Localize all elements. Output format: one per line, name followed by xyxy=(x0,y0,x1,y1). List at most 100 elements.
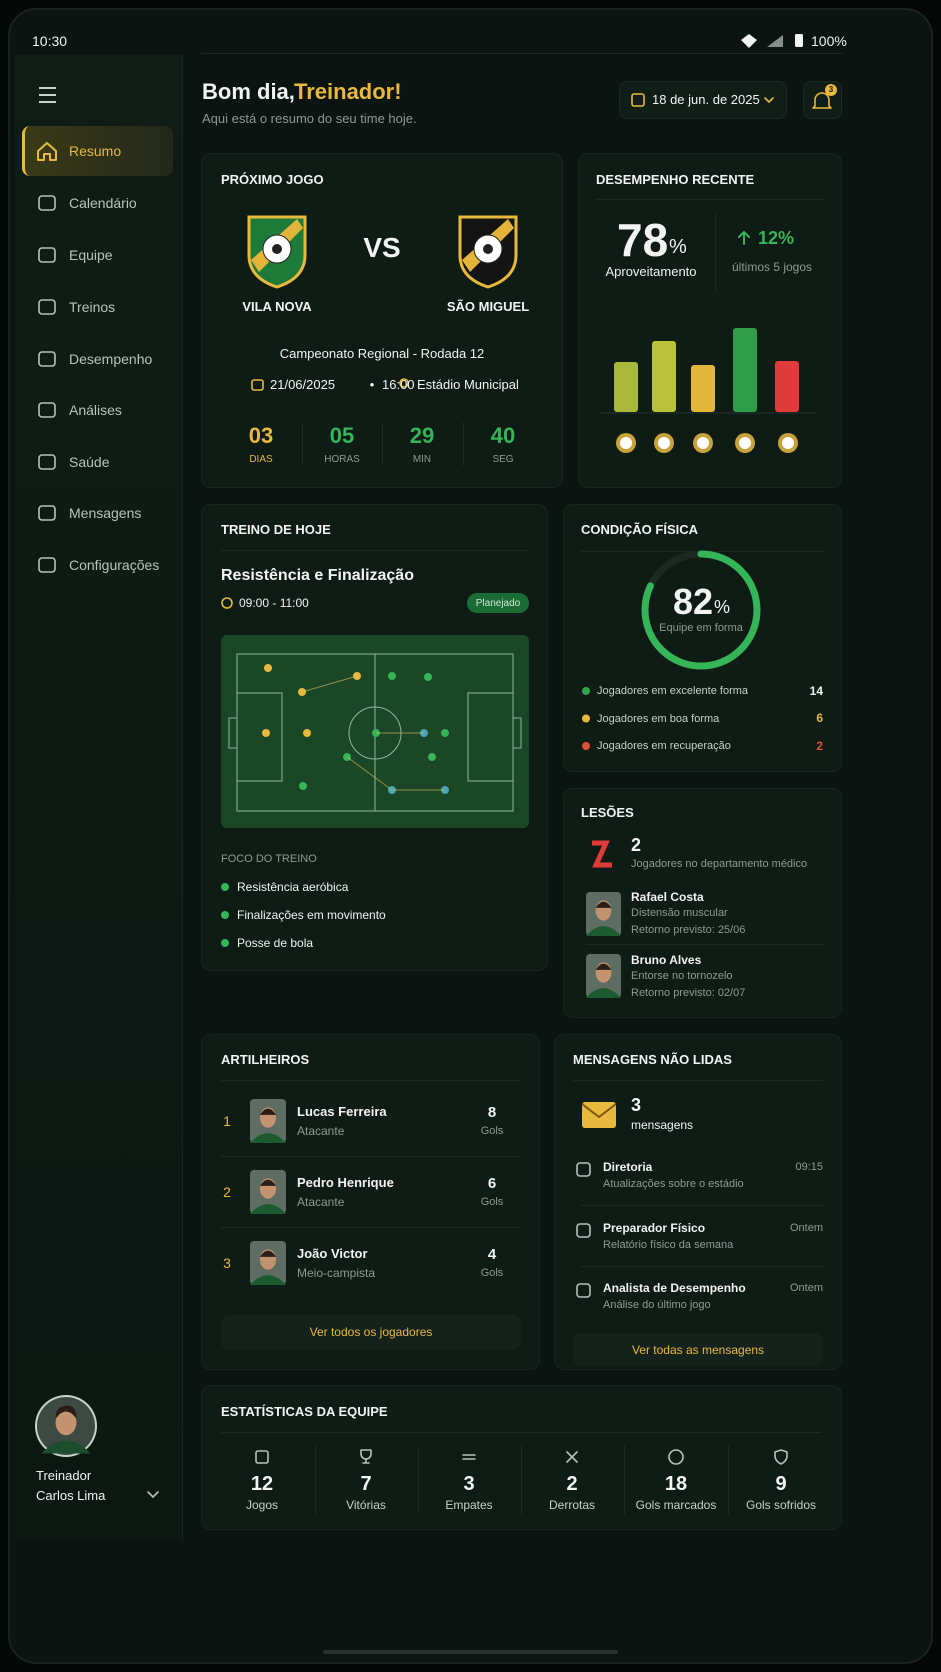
stat-label: Derrotas xyxy=(548,1497,596,1512)
divider xyxy=(573,1080,823,1081)
date-label[interactable]: 18 de jun. de 2025 xyxy=(652,92,760,107)
divider xyxy=(315,1445,316,1515)
injury-type: Distensão muscular xyxy=(631,907,728,919)
goals-label: Gols xyxy=(480,1267,504,1279)
menu-item[interactable]: Resumo xyxy=(69,143,122,159)
divider xyxy=(382,422,383,466)
menu-item[interactable]: Configurações xyxy=(69,557,160,573)
stat-value: 9 xyxy=(775,1472,787,1495)
menu-item[interactable]: Calendário xyxy=(69,195,137,211)
divider xyxy=(302,422,303,466)
match-time: 16:00 xyxy=(382,377,415,392)
message-sender[interactable]: Analista de Desempenho xyxy=(603,1280,746,1295)
card-title: TREINO DE HOJE xyxy=(221,522,331,537)
menu-item[interactable]: Treinos xyxy=(69,299,116,315)
condition-label: Jogadores em recuperação xyxy=(597,740,731,752)
menu-item[interactable]: Equipe xyxy=(69,247,113,263)
return-date: Retorno previsto: 25/06 xyxy=(631,924,746,936)
competition: Campeonato Regional - Rodada 12 xyxy=(279,346,485,361)
home-indicator xyxy=(323,1650,618,1654)
card-title: ARTILHEIROS xyxy=(221,1052,310,1067)
countdown-label: DIAS xyxy=(249,453,273,465)
condition-caption: Equipe em forma xyxy=(659,622,743,634)
player-name[interactable]: Lucas Ferreira xyxy=(297,1104,387,1119)
card-title: ESTATÍSTICAS DA EQUIPE xyxy=(221,1404,388,1419)
message-count: 3 xyxy=(631,1094,642,1115)
card-title: DESEMPENHO RECENTE xyxy=(596,172,755,187)
stat-value: 7 xyxy=(360,1472,372,1495)
divider xyxy=(221,1227,521,1228)
notification-count: 3 xyxy=(828,85,834,94)
team-name: SÃO MIGUEL xyxy=(446,299,530,314)
menu-item[interactable]: Mensagens xyxy=(69,505,142,521)
view-messages-button[interactable] xyxy=(573,1333,823,1366)
team-name: VILA NOVA xyxy=(242,299,312,314)
card-title: LESÕES xyxy=(581,805,634,820)
condition-count: 14 xyxy=(809,683,823,698)
message-count-label: mensagens xyxy=(631,1117,694,1132)
section-label: FOCO DO TREINO xyxy=(221,853,317,865)
rate-value: 78 xyxy=(617,214,669,266)
message-preview: Relatório físico da semana xyxy=(603,1239,734,1251)
subtitle: Aqui está o resumo do seu time hoje. xyxy=(202,111,417,126)
injury-type: Entorse no tornozelo xyxy=(631,970,733,982)
divider xyxy=(728,1445,729,1515)
divider xyxy=(586,944,824,945)
countdown-label: SEG xyxy=(492,453,514,465)
rate-unit: % xyxy=(669,235,687,258)
message-sender[interactable]: Preparador Físico xyxy=(603,1220,706,1235)
date-picker[interactable] xyxy=(619,81,787,119)
status-battery: 100% xyxy=(811,33,847,49)
divider xyxy=(596,199,824,200)
rank: 1 xyxy=(223,1113,231,1129)
stat-label: Gols marcados xyxy=(635,1497,717,1512)
stat-label: Empates xyxy=(445,1497,493,1512)
player-position: Meio-campista xyxy=(297,1265,376,1280)
condition-unit: % xyxy=(714,596,731,617)
notifications-button[interactable] xyxy=(803,81,842,119)
venue: Estádio Municipal xyxy=(417,377,519,392)
trend-value: 12% xyxy=(758,227,795,248)
message-time: Ontem xyxy=(789,1282,823,1294)
condition-count: 2 xyxy=(816,738,823,753)
menu-item[interactable]: Saúde xyxy=(69,454,110,470)
rank: 3 xyxy=(223,1255,231,1271)
condition-label: Jogadores em excelente forma xyxy=(597,685,749,697)
countdown-label: MIN xyxy=(412,453,432,465)
stat-value: 2 xyxy=(566,1472,578,1495)
user-name: Carlos Lima xyxy=(36,1488,106,1503)
divider xyxy=(581,551,824,552)
return-date: Retorno previsto: 02/07 xyxy=(631,987,746,999)
condition-count: 6 xyxy=(816,711,823,725)
menu-item[interactable]: Desempenho xyxy=(69,351,153,367)
countdown-value: 05 xyxy=(329,423,355,448)
goals: 4 xyxy=(487,1245,497,1263)
player-name[interactable]: João Victor xyxy=(297,1246,368,1261)
divider xyxy=(201,53,842,54)
status-badge xyxy=(467,593,529,613)
stat-label: Vitórias xyxy=(346,1497,386,1512)
message-time: Ontem xyxy=(789,1222,823,1234)
countdown-label: HORAS xyxy=(324,453,360,465)
divider xyxy=(581,1205,824,1206)
stat-value: 3 xyxy=(463,1472,475,1495)
button-label[interactable]: Ver todas as mensagens xyxy=(631,1342,765,1357)
message-time: 09:15 xyxy=(795,1161,823,1173)
menu-item[interactable]: Análises xyxy=(69,402,122,418)
rate-label: Aproveitamento xyxy=(605,264,697,279)
countdown-value: 03 xyxy=(248,423,274,448)
view-players-button[interactable] xyxy=(221,1315,521,1350)
trend-label: últimos 5 jogos xyxy=(731,259,813,274)
stat-value: 12 xyxy=(250,1472,274,1495)
player-name[interactable]: Pedro Henrique xyxy=(297,1175,394,1190)
button-label[interactable]: Ver todos os jogadores xyxy=(309,1324,433,1339)
countdown-value: 40 xyxy=(490,423,516,448)
countdown-value: 29 xyxy=(409,423,435,448)
message-sender[interactable]: Diretoria xyxy=(603,1159,653,1174)
message-preview: Análise do último jogo xyxy=(603,1299,711,1311)
divider xyxy=(418,1445,419,1515)
status-time: 10:30 xyxy=(32,33,68,49)
performance-card xyxy=(578,153,842,488)
player-position: Atacante xyxy=(297,1194,345,1209)
